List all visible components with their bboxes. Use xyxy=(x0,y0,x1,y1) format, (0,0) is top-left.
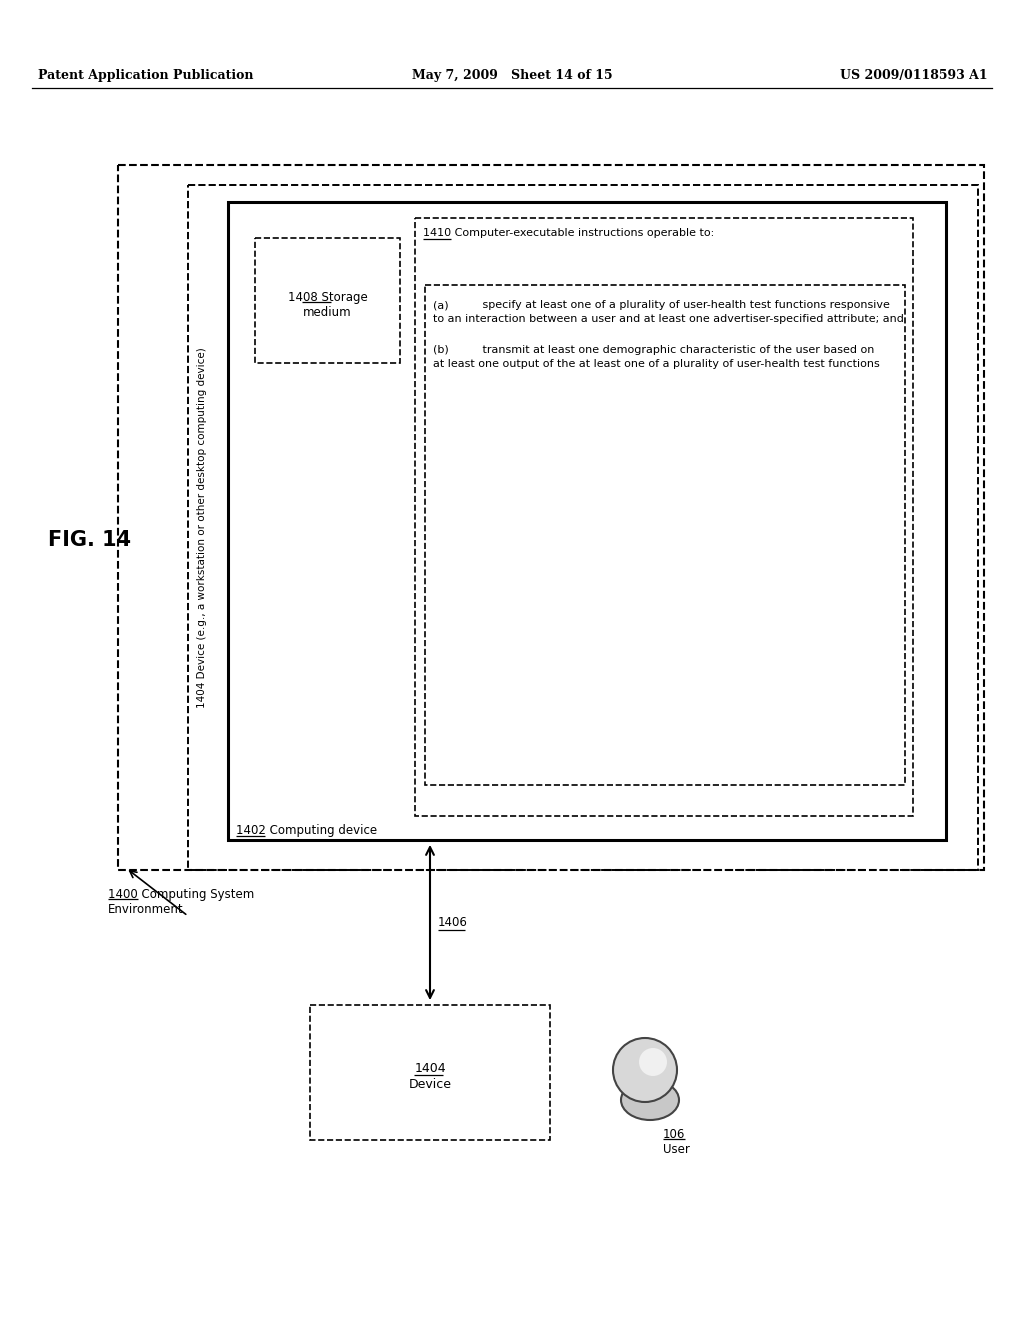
Text: 1404 Device (e.g., a workstation or other desktop computing device): 1404 Device (e.g., a workstation or othe… xyxy=(197,347,207,708)
Text: Device: Device xyxy=(409,1078,452,1092)
Text: at least one output of the at least one of a plurality of user-health test funct: at least one output of the at least one … xyxy=(433,359,880,370)
Text: 1402 Computing device: 1402 Computing device xyxy=(236,824,377,837)
Text: medium: medium xyxy=(303,306,352,319)
Text: 1400 Computing System: 1400 Computing System xyxy=(108,888,254,902)
Text: (b): (b) xyxy=(433,345,449,355)
Text: 1410 Computer-executable instructions operable to:: 1410 Computer-executable instructions op… xyxy=(423,228,715,238)
Circle shape xyxy=(613,1038,677,1102)
Bar xyxy=(188,185,978,870)
Circle shape xyxy=(639,1048,667,1076)
Text: Patent Application Publication: Patent Application Publication xyxy=(38,69,254,82)
Bar xyxy=(228,202,946,840)
Text: May 7, 2009   Sheet 14 of 15: May 7, 2009 Sheet 14 of 15 xyxy=(412,69,612,82)
Text: (a): (a) xyxy=(433,300,449,310)
Text: 1404: 1404 xyxy=(414,1063,445,1076)
Ellipse shape xyxy=(621,1080,679,1119)
Text: FIG. 14: FIG. 14 xyxy=(48,531,131,550)
Bar xyxy=(425,285,905,785)
Bar xyxy=(255,238,400,363)
Text: US 2009/0118593 A1: US 2009/0118593 A1 xyxy=(841,69,988,82)
Text: specify at least one of a plurality of user-health test functions responsive: specify at least one of a plurality of u… xyxy=(465,300,890,310)
Text: to an interaction between a user and at least one advertiser-specified attribute: to an interaction between a user and at … xyxy=(433,314,904,323)
Bar xyxy=(118,165,984,870)
Bar xyxy=(310,1005,550,1140)
Text: transmit at least one demographic characteristic of the user based on: transmit at least one demographic charac… xyxy=(465,345,874,355)
Text: Environment: Environment xyxy=(108,903,183,916)
Bar xyxy=(415,218,913,816)
Text: 106: 106 xyxy=(663,1129,685,1140)
Text: 1406: 1406 xyxy=(438,916,468,929)
Text: User: User xyxy=(663,1143,690,1156)
Text: 1408 Storage: 1408 Storage xyxy=(288,290,368,304)
